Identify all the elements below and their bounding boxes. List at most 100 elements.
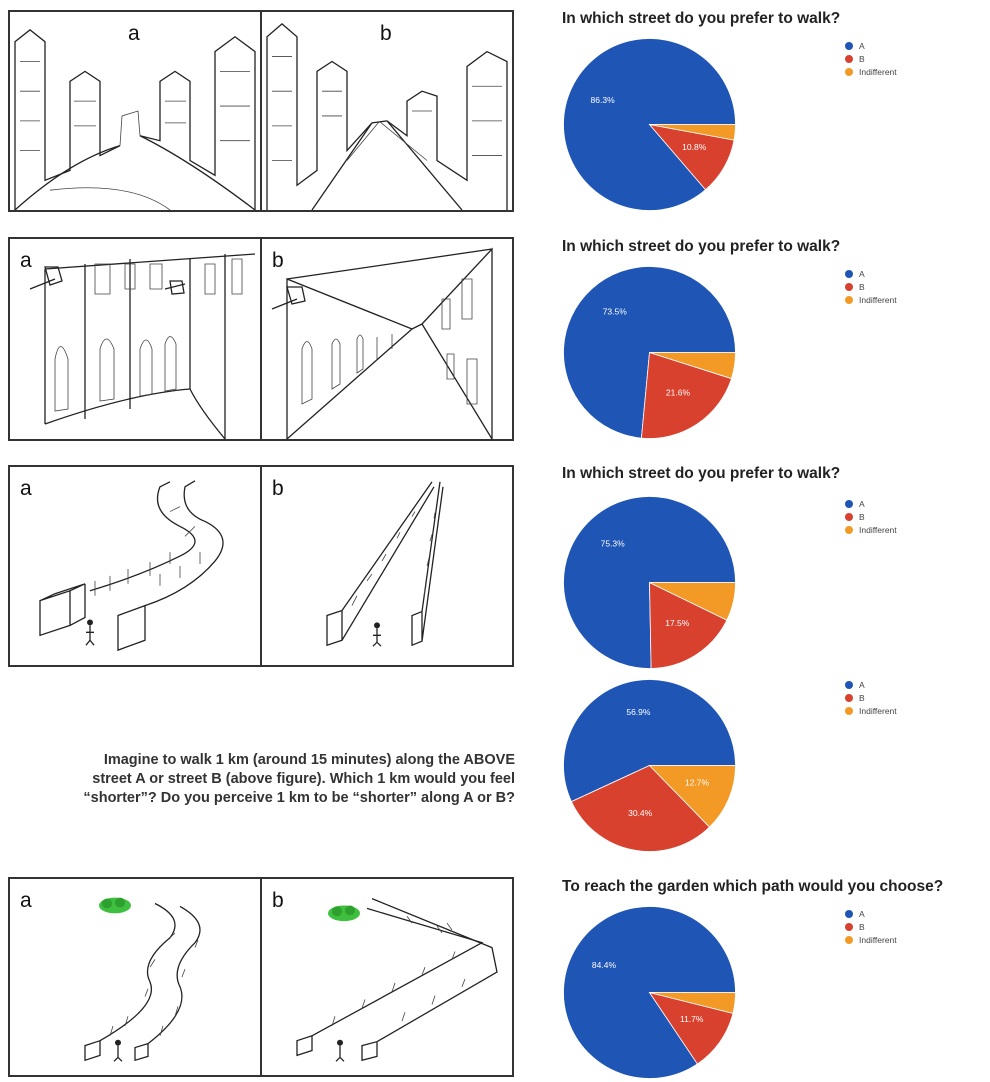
pie-chart-3: 75.3% 17.5% xyxy=(563,496,736,669)
sketch-straight-street-image xyxy=(266,23,508,210)
pie-chart-1: 86.3% 10.8% xyxy=(563,38,736,211)
legend-item-indifferent: Indifferent xyxy=(845,523,897,536)
panel-4-label-b: b xyxy=(272,889,284,912)
pie-slice-indifferent xyxy=(649,582,736,621)
pie-label-a: 56.9% xyxy=(626,707,651,717)
legend-label: B xyxy=(859,511,865,522)
legend-swatch xyxy=(845,693,853,702)
legend-item-indifferent: Indifferent xyxy=(845,704,897,717)
question-line-3: “shorter”? Do you perceive 1 km to be “s… xyxy=(83,790,515,806)
legend-label: A xyxy=(859,498,865,509)
legend-item-indifferent: Indifferent xyxy=(845,65,897,78)
legend-item-indifferent: Indifferent xyxy=(845,933,897,946)
pie-slice-b xyxy=(640,351,732,439)
chart-2-title: In which street do you prefer to walk? xyxy=(562,238,841,255)
panel-4-label-a: a xyxy=(20,889,32,912)
panel-1-label-a: a xyxy=(128,22,140,45)
legend-label: A xyxy=(859,40,865,51)
legend-swatch xyxy=(845,295,853,304)
legend-label: Indifferent xyxy=(859,524,897,535)
legend-label: B xyxy=(859,53,865,64)
legend-item-a: A xyxy=(845,907,897,920)
pie-label-a: 73.5% xyxy=(603,306,628,316)
question-line-1: Imagine to walk 1 km (around 15 minutes)… xyxy=(103,752,515,768)
pie-slice-b xyxy=(570,765,711,852)
chart-1-title: In which street do you prefer to walk? xyxy=(562,10,841,27)
legend-swatch xyxy=(845,54,853,63)
chart-5-legend: A B Indifferent xyxy=(845,907,897,946)
panel-2-label-b: b xyxy=(272,249,284,272)
sketch-panel-4: a b xyxy=(8,877,514,1077)
chart-2-legend: A B Indifferent xyxy=(845,267,897,306)
sketch-1-b: b xyxy=(260,12,512,210)
legend-label: B xyxy=(859,921,865,932)
legend-item-a: A xyxy=(845,267,897,280)
legend-item-b: B xyxy=(845,510,897,523)
sketch-panel-2: a b xyxy=(8,237,514,441)
pie-chart-2: 73.5% 21.6% xyxy=(563,266,736,439)
legend-swatch xyxy=(845,922,853,931)
sketch-winding-garden-path-image xyxy=(84,897,201,1062)
legend-swatch xyxy=(845,282,853,291)
pie-label-b: 10.8% xyxy=(682,142,707,152)
sketch-panel-1: a b xyxy=(8,10,514,212)
pie-label-a: 84.4% xyxy=(592,960,617,970)
sketch-4-b: b xyxy=(260,879,512,1075)
legend-swatch xyxy=(845,67,853,76)
pie-slice-indifferent xyxy=(649,352,736,380)
legend-item-b: B xyxy=(845,52,897,65)
pie-slice-a xyxy=(563,38,736,211)
legend-label: A xyxy=(859,268,865,279)
sketch-3-b: b xyxy=(260,467,512,665)
chart-4-legend: A B Indifferent xyxy=(845,678,897,717)
legend-label: B xyxy=(859,692,865,703)
legend-swatch xyxy=(845,935,853,944)
sketch-4-a: a xyxy=(10,879,260,1075)
pie-slice-b xyxy=(649,581,728,669)
legend-item-a: A xyxy=(845,39,897,52)
sketch-2-a: a xyxy=(10,239,260,439)
pie-slice-a xyxy=(563,679,736,803)
panel-1-label-b: b xyxy=(380,22,392,45)
legend-swatch xyxy=(845,706,853,715)
sketch-3-a: a xyxy=(10,467,260,665)
legend-item-a: A xyxy=(845,678,897,691)
pie-slice-indifferent xyxy=(649,124,736,141)
legend-swatch xyxy=(845,909,853,918)
sketch-straight-alley-image xyxy=(271,247,493,439)
question-text: Imagine to walk 1 km (around 15 minutes)… xyxy=(30,751,515,808)
panel-3-label-b: b xyxy=(272,477,284,500)
sketch-2-b: b xyxy=(260,239,512,439)
legend-label: Indifferent xyxy=(859,705,897,716)
legend-label: A xyxy=(859,908,865,919)
pie-chart-4: 56.9% 30.4% 12.7% xyxy=(563,679,736,852)
legend-item-b: B xyxy=(845,280,897,293)
legend-swatch xyxy=(845,41,853,50)
legend-label: Indifferent xyxy=(859,294,897,305)
pie-label-b: 30.4% xyxy=(628,808,653,818)
legend-swatch xyxy=(845,525,853,534)
legend-item-indifferent: Indifferent xyxy=(845,293,897,306)
pie-label-b: 21.6% xyxy=(666,388,691,398)
legend-label: B xyxy=(859,281,865,292)
pie-slice-indifferent xyxy=(648,765,736,828)
legend-label: A xyxy=(859,679,865,690)
legend-item-b: B xyxy=(845,691,897,704)
pie-chart-5: 84.4% 11.7% xyxy=(563,906,736,1079)
pie-label-b: 17.5% xyxy=(665,618,690,628)
sketch-angled-garden-path-image xyxy=(296,898,498,1062)
pie-label-b: 11.7% xyxy=(680,1014,704,1024)
panel-3-label-a: a xyxy=(20,477,32,500)
pie-slice-a xyxy=(563,496,736,669)
legend-swatch xyxy=(845,512,853,521)
pie-label-a: 75.3% xyxy=(601,538,626,548)
legend-swatch xyxy=(845,680,853,689)
pie-slice-b xyxy=(648,991,734,1065)
chart-3-title: In which street do you prefer to walk? xyxy=(562,465,841,482)
question-line-2: street A or street B (above figure). Whi… xyxy=(92,771,515,787)
legend-swatch xyxy=(845,499,853,508)
legend-item-a: A xyxy=(845,497,897,510)
legend-swatch xyxy=(845,269,853,278)
sketch-panel-3: a b xyxy=(8,465,514,667)
sketch-1-a: a xyxy=(10,12,260,210)
